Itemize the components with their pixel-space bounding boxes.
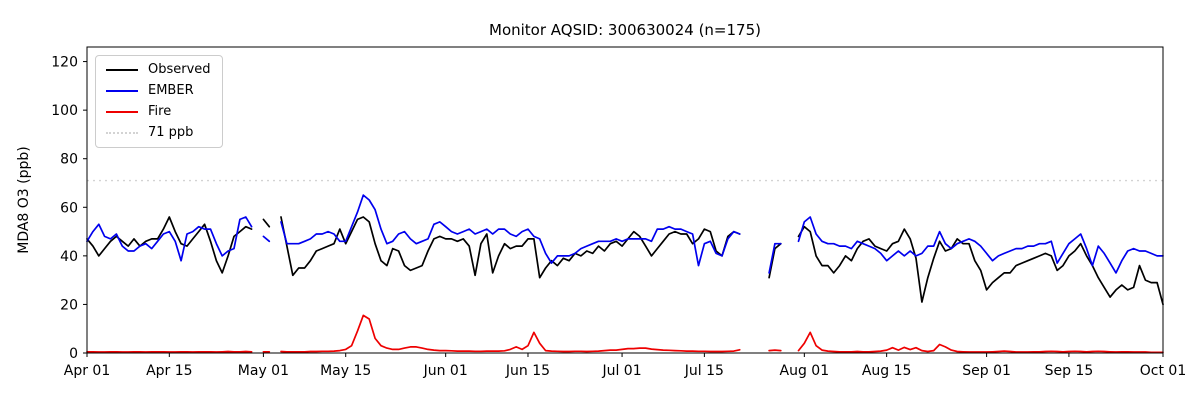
legend-label: 71 ppb [148,125,194,140]
y-tick-label: 120 [51,55,78,71]
series-line-ember [86,216,253,262]
legend-line-sample [106,132,138,134]
legend-item-71-ppb: 71 ppb [106,126,211,140]
y-tick-label: 0 [69,346,78,362]
legend-item-observed: Observed [106,63,211,77]
series-line-ember [280,194,741,267]
legend-line-sample [106,69,138,71]
y-tick-label: 100 [51,103,78,119]
series-line-ember [797,216,1164,274]
x-tick-label: Apr 01 [64,363,110,379]
legend-line-sample [106,111,138,113]
y-tick-label: 40 [60,249,78,265]
axes-border [86,46,1164,354]
series-line-fire [768,349,782,352]
x-tick-label: May 15 [320,363,371,379]
legend-line-sample [106,90,138,92]
series-line-observed [262,218,271,228]
legend-label: Fire [148,104,172,119]
y-axis-label: MDA8 O3 (ppb) [16,146,32,254]
series-line-observed [280,216,741,279]
x-tick-label: Jul 15 [684,363,724,379]
series-line-observed [797,225,1164,306]
x-tick-label: Sep 01 [962,363,1011,379]
series-line-fire [280,314,741,353]
legend-item-fire: Fire [106,105,211,119]
chart-title: Monitor AQSID: 300630024 (n=175) [489,21,761,39]
x-tick-label: Jun 01 [423,363,468,379]
series-line-observed [86,216,253,274]
legend: Observed EMBER Fire 71 ppb [95,55,223,148]
legend-item-ember: EMBER [106,84,211,98]
legend-label: EMBER [148,83,194,98]
x-tick-label: Jul 01 [601,363,641,379]
legend-label: Observed [148,62,211,77]
series-line-ember [768,242,782,274]
series-line-ember [262,235,271,243]
x-tick-label: Apr 15 [146,363,192,379]
series-line-fire [797,331,1164,354]
x-tick-label: Oct 01 [1140,363,1186,379]
series-line-fire [86,350,253,353]
x-tick-label: Aug 15 [862,363,912,379]
x-tick-label: Jun 15 [505,363,550,379]
series-line-observed [768,242,782,279]
y-tick-label: 60 [60,200,78,216]
x-tick-label: Aug 01 [780,363,830,379]
y-tick-label: 80 [60,152,78,168]
x-tick-label: Sep 15 [1045,363,1094,379]
y-tick-label: 20 [60,297,78,313]
x-tick-label: May 01 [238,363,289,379]
